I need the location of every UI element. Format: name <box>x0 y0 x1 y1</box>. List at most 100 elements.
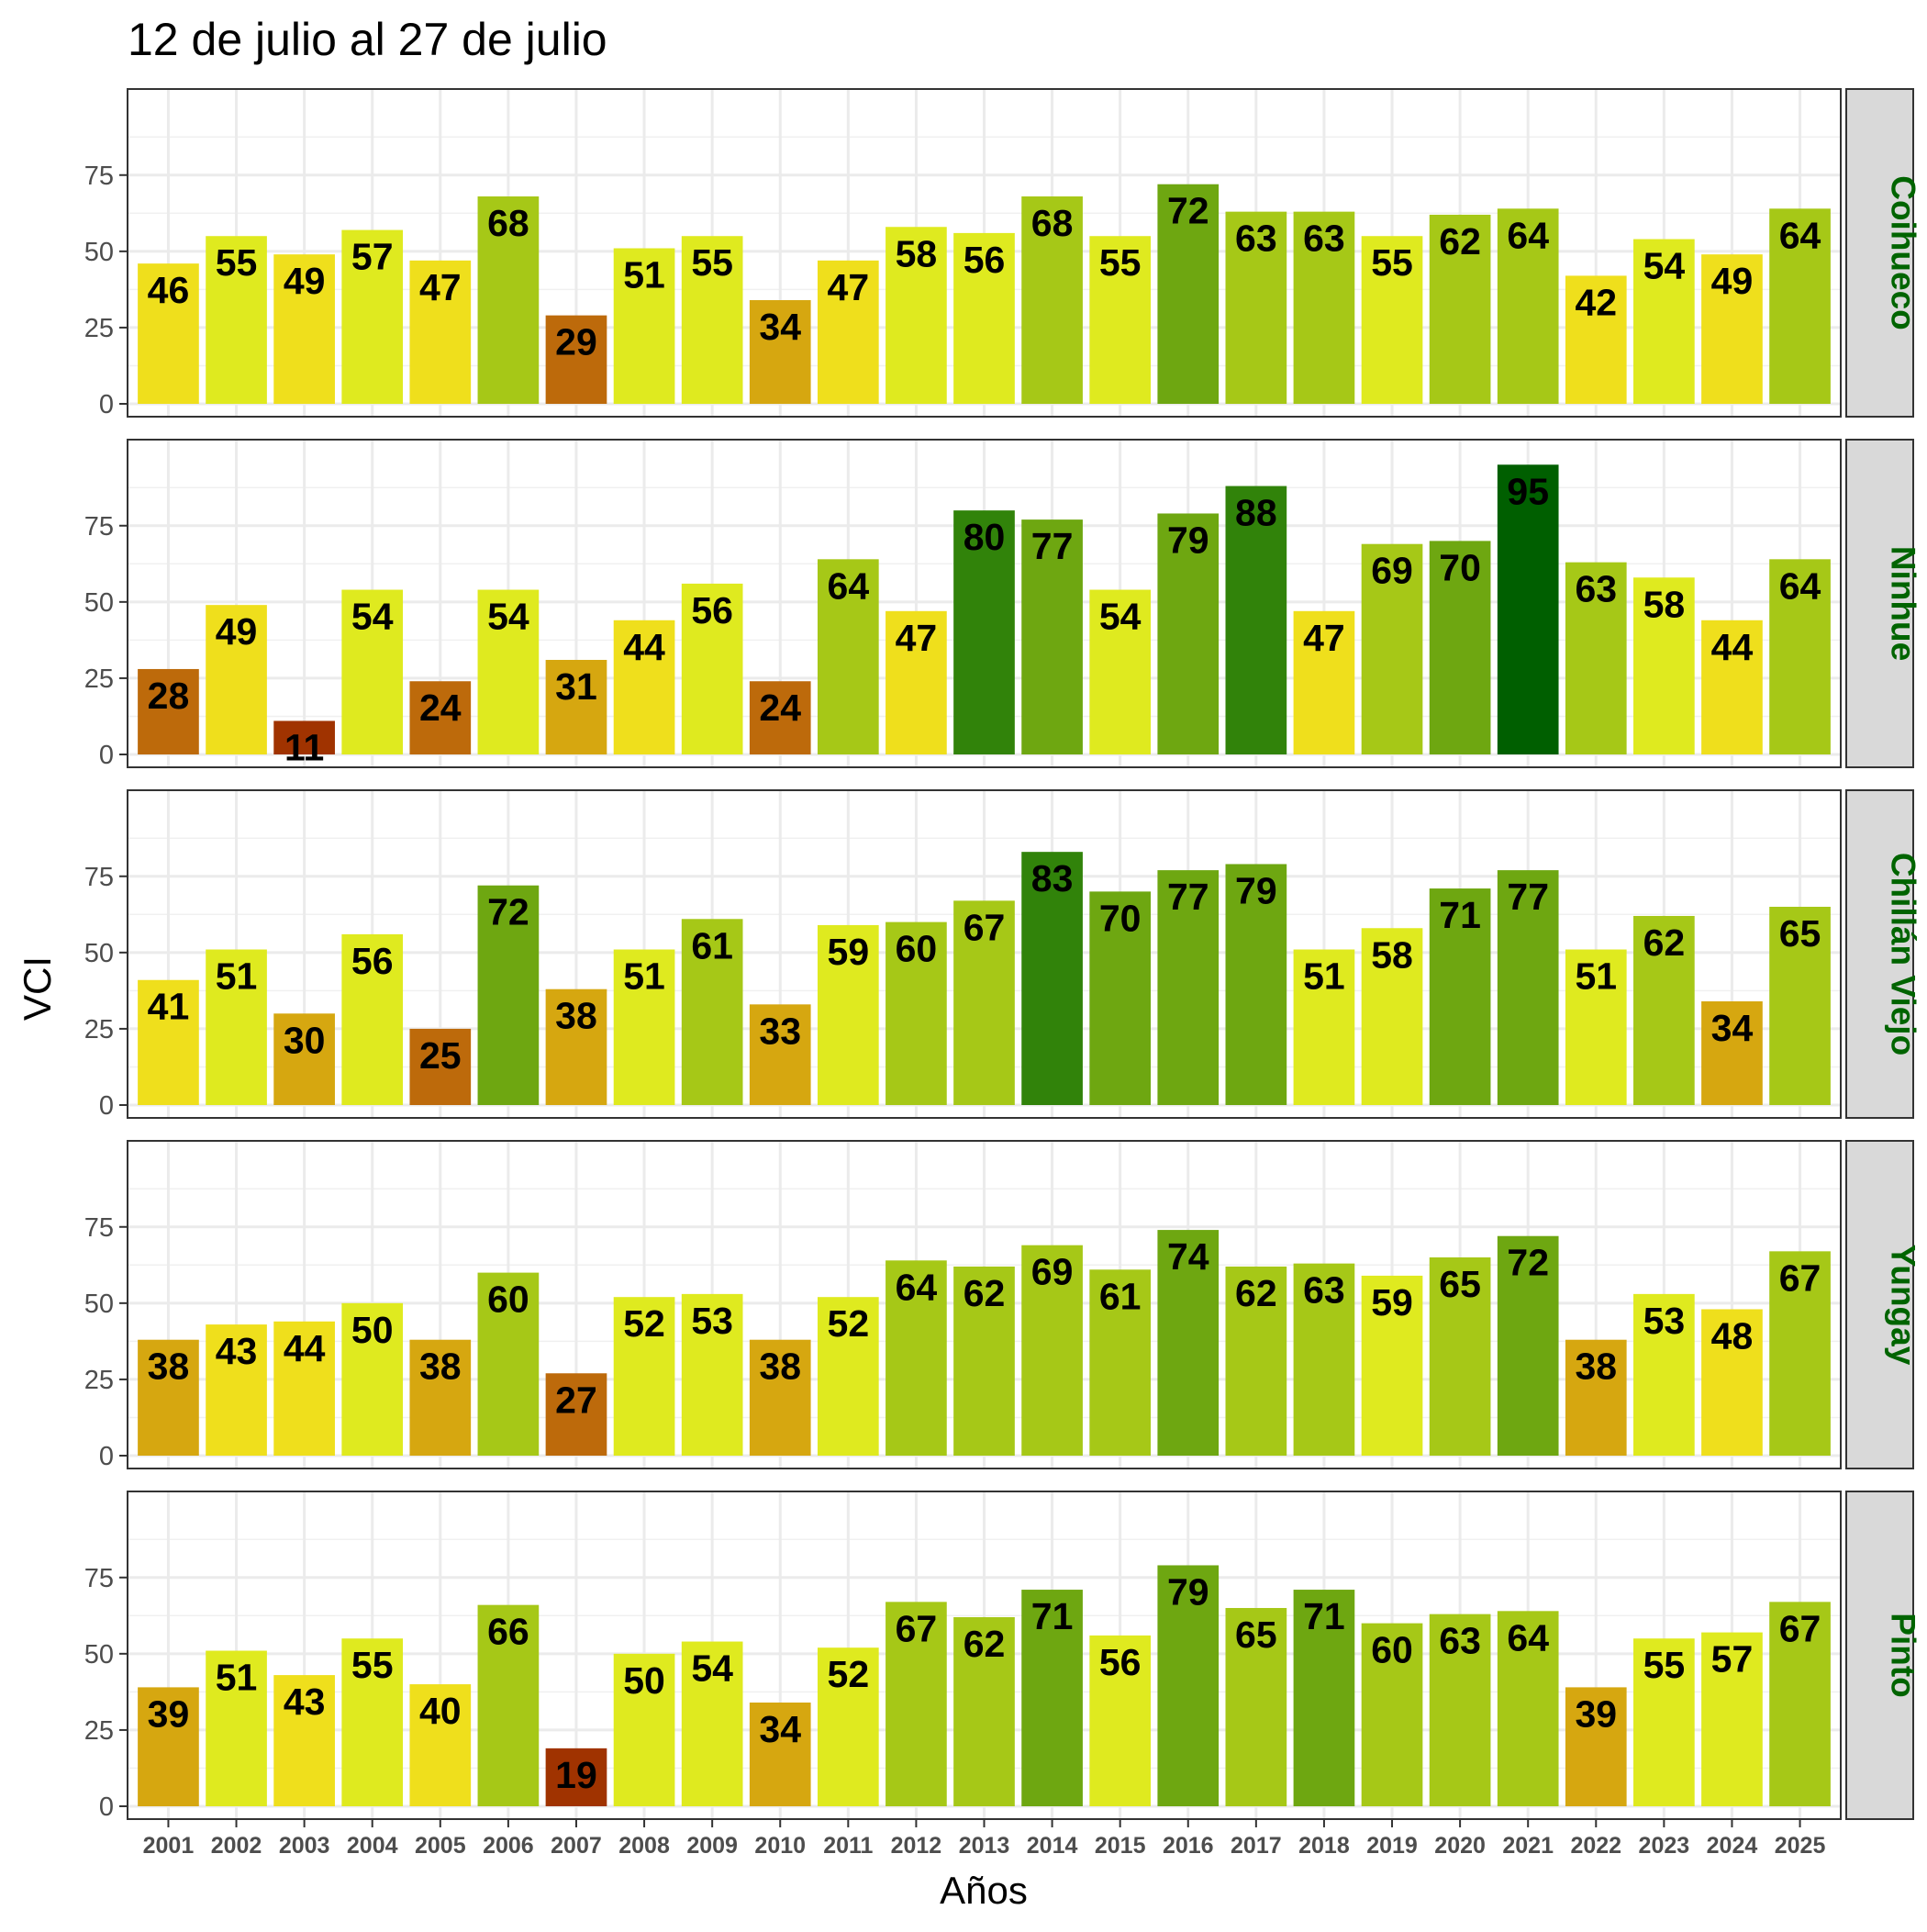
bar-label: 19 <box>555 1754 597 1796</box>
panel-chill-n-viejo: 41 51 30 56 25 72 38 51 61 33 59 60 67 83 70 77 79 51 58 71… <box>84 789 1922 1121</box>
bar-label: 67 <box>964 906 1006 948</box>
bar-coihueco-2004 <box>341 229 404 404</box>
bar-chill-n-viejo-2024 <box>1701 1001 1763 1105</box>
bar-label: 63 <box>1575 568 1617 610</box>
panel-border <box>127 88 1842 418</box>
bar-label: 79 <box>1235 869 1277 911</box>
bar-coihueco-2003 <box>273 254 335 404</box>
bar-label: 70 <box>1439 546 1481 588</box>
panel-coihueco: 46 55 49 57 47 68 29 51 55 34 47 58 56 68 55 72 63 63 55 62… <box>84 88 1922 419</box>
bar-coihueco-2005 <box>409 260 472 404</box>
bar-pinto-2010 <box>749 1703 811 1806</box>
bar-label: 63 <box>1439 1620 1481 1662</box>
y-tick-label: 25 <box>84 664 114 694</box>
bar-chill-n-viejo-2012 <box>886 921 947 1105</box>
facet-strip-label: Pinto <box>1885 1613 1922 1697</box>
bar-label: 74 <box>1167 1235 1209 1278</box>
bar-label: 54 <box>1643 245 1686 287</box>
bar-coihueco-2016 <box>1157 184 1220 404</box>
bar-label: 60 <box>487 1279 529 1321</box>
bar-ninhue-2021 <box>1497 464 1559 754</box>
bar-chill-n-viejo-2025 <box>1769 906 1831 1105</box>
bar-label: 38 <box>759 1346 801 1388</box>
bar-coihueco-2014 <box>1021 196 1083 404</box>
bar-yungay-2025 <box>1769 1251 1831 1456</box>
bar-chill-n-viejo-2009 <box>681 919 743 1105</box>
x-tick-label: 2023 <box>1639 1833 1690 1859</box>
x-tick-label: 2021 <box>1502 1833 1554 1859</box>
bar-pinto-2003 <box>273 1675 335 1806</box>
bar-label: 41 <box>148 986 190 1028</box>
bar-label: 38 <box>419 1346 462 1388</box>
y-tick-label: 50 <box>84 939 114 968</box>
bar-coihueco-2018 <box>1293 211 1355 404</box>
bar-label: 55 <box>1371 241 1413 284</box>
bar-pinto-2013 <box>953 1616 1015 1806</box>
bar-label: 43 <box>284 1681 326 1723</box>
bar-label: 48 <box>1711 1314 1754 1357</box>
y-axis-label: VCI <box>16 956 59 1021</box>
panel-ninhue: 28 49 11 54 24 54 31 44 56 24 64 47 80 77 54 79 88 47 69 70… <box>84 439 1922 770</box>
bar-ninhue-2003 <box>273 720 335 754</box>
bar-label: 38 <box>555 995 597 1037</box>
bar-label: 95 <box>1507 470 1549 512</box>
bar-label: 88 <box>1235 492 1277 534</box>
x-tick-label: 2016 <box>1163 1833 1214 1859</box>
bar-yungay-2016 <box>1157 1230 1220 1456</box>
bar-pinto-2011 <box>817 1647 879 1806</box>
y-tick-label: 75 <box>84 863 114 892</box>
bar-chill-n-viejo-2013 <box>953 900 1015 1105</box>
y-tick-label: 25 <box>84 314 114 343</box>
bar-label: 64 <box>828 564 870 607</box>
bar-yungay-2006 <box>477 1272 540 1456</box>
bar-label: 47 <box>1303 617 1345 659</box>
bar-label: 50 <box>623 1659 665 1702</box>
bar-label: 49 <box>216 610 258 653</box>
bar-label: 43 <box>216 1330 258 1372</box>
bar-chill-n-viejo-2003 <box>273 1013 335 1105</box>
bar-label: 55 <box>216 241 258 284</box>
bar-coihueco-2011 <box>817 260 879 404</box>
bar-label: 38 <box>1575 1346 1617 1388</box>
bar-label: 62 <box>964 1623 1006 1665</box>
y-tick-label: 50 <box>84 588 114 618</box>
bar-label: 24 <box>759 687 801 729</box>
bar-yungay-2013 <box>953 1266 1015 1456</box>
bar-label: 66 <box>487 1611 529 1653</box>
bar-label: 24 <box>419 687 462 729</box>
bar-ninhue-2017 <box>1225 486 1287 754</box>
y-tick-label: 75 <box>84 1564 114 1593</box>
bar-ninhue-2014 <box>1021 519 1083 754</box>
bar-label: 55 <box>691 241 733 284</box>
bar-pinto-2025 <box>1769 1602 1831 1806</box>
bar-ninhue-2025 <box>1769 559 1831 754</box>
bar-pinto-2023 <box>1633 1638 1695 1806</box>
bar-coihueco-2002 <box>206 236 267 404</box>
bar-chill-n-viejo-2014 <box>1021 852 1083 1105</box>
x-tick-label: 2006 <box>483 1833 534 1859</box>
bar-label: 55 <box>351 1644 394 1686</box>
bar-coihueco-2010 <box>749 300 811 404</box>
bar-coihueco-2008 <box>613 248 675 404</box>
bar-yungay-2005 <box>409 1339 472 1456</box>
bar-ninhue-2020 <box>1429 541 1491 754</box>
bar-label: 51 <box>623 254 665 296</box>
bar-coihueco-2013 <box>953 232 1015 404</box>
bar-yungay-2004 <box>341 1302 404 1456</box>
facet-strip <box>1845 1140 1914 1469</box>
bar-label: 25 <box>419 1034 462 1077</box>
bar-label: 47 <box>896 617 938 659</box>
bar-label: 56 <box>1099 1641 1142 1683</box>
bar-yungay-2002 <box>206 1324 267 1456</box>
bar-label: 54 <box>487 596 529 638</box>
facet-strip <box>1845 88 1914 418</box>
bar-label: 62 <box>1643 921 1686 964</box>
bar-ninhue-2002 <box>206 605 267 754</box>
bar-label: 83 <box>1031 857 1074 899</box>
bar-label: 64 <box>896 1266 938 1308</box>
bar-label: 79 <box>1167 519 1209 561</box>
bar-ninhue-2013 <box>953 510 1015 754</box>
x-tick-label: 2003 <box>279 1833 330 1859</box>
bar-ninhue-2011 <box>817 559 879 754</box>
x-tick-label: 2017 <box>1231 1833 1282 1859</box>
